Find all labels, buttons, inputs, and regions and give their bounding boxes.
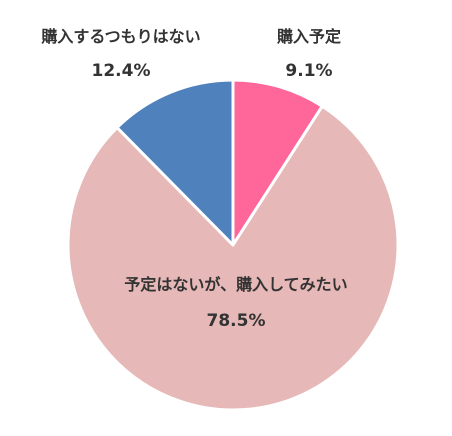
pie-slice-3 bbox=[115, 78, 235, 247]
pie-slice-2 bbox=[66, 104, 400, 412]
slice-value-not-buying: 12.4% bbox=[92, 61, 151, 81]
slice-value-want-to-try: 78.5% bbox=[207, 311, 266, 331]
slice-label-want-to-try: 予定はないが、購入してみたい bbox=[124, 275, 347, 294]
slice-label-planned: 購入予定 bbox=[276, 27, 341, 46]
slice-label-not-buying: 購入するつもりはない bbox=[40, 27, 200, 46]
slice-value-planned: 9.1% bbox=[285, 61, 332, 81]
pie-slice-1 bbox=[231, 78, 324, 247]
pie-slices bbox=[66, 78, 400, 412]
